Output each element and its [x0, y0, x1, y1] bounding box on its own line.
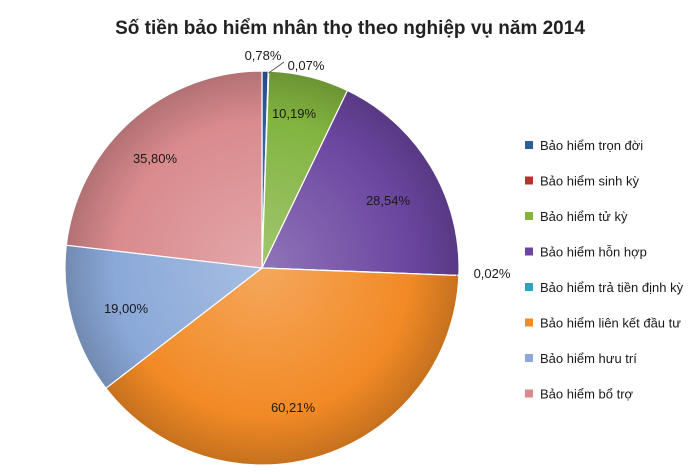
leader-line-2	[268, 61, 285, 74]
pie-slices	[64, 70, 460, 466]
legend: Bảo hiểm trọn đời Bảo hiểm sinh kỳ Bảo hiể…	[525, 138, 684, 402]
legend-swatch-5	[525, 283, 533, 291]
data-label-1: 0,78%	[245, 48, 282, 63]
data-label-6: 60,21%	[271, 400, 316, 415]
data-label-8: 35,80%	[133, 151, 178, 166]
legend-swatch-7	[525, 354, 533, 362]
data-label-5: 0,02%	[474, 266, 511, 281]
data-labels: 0,78% 0,07% 10,19% 28,54% 0,02% 60,21% 19,00% 3…	[104, 48, 511, 415]
legend-swatch-4	[525, 247, 533, 256]
legend-swatch-3	[525, 212, 533, 220]
legend-swatch-6	[525, 318, 533, 327]
leader-line-5	[455, 275, 458, 277]
legend-swatch-1	[525, 141, 533, 149]
legend-swatch-2	[525, 176, 533, 185]
pie-slice-4	[261, 89, 460, 277]
pie-slice-8	[65, 70, 263, 269]
legend-label-3: Bảo hiểm tử kỳ	[540, 209, 628, 224]
legend-label-8: Bảo hiểm bổ trợ	[540, 387, 634, 402]
legend-swatch-8	[525, 389, 533, 398]
data-label-2: 0,07%	[288, 58, 325, 73]
legend-label-2: Bảo hiểm sinh kỳ	[540, 174, 639, 189]
legend-label-6: Bảo hiểm liên kết đầu tư	[540, 316, 681, 331]
legend-label-1: Bảo hiểm trọn đời	[540, 138, 643, 153]
data-label-4: 28,54%	[366, 193, 411, 208]
pie-slice-7	[64, 244, 264, 390]
legend-label-5: Bảo hiểm trả tiền định kỳ	[540, 280, 684, 295]
pie-slice-6	[105, 267, 460, 466]
data-label-3: 10,19%	[272, 106, 317, 121]
legend-label-7: Bảo hiểm hưu trí	[540, 351, 637, 366]
data-label-7: 19,00%	[104, 301, 149, 316]
chart-title: Số tiền bảo hiểm nhân thọ theo nghiệp vụ…	[115, 18, 585, 39]
legend-label-4: Bảo hiểm hỗn hợp	[540, 245, 647, 260]
